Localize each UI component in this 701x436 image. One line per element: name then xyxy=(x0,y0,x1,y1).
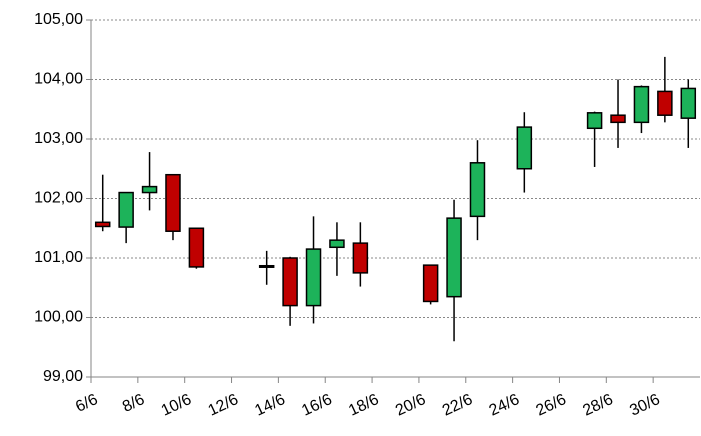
candle-body xyxy=(446,217,462,298)
candle-body xyxy=(516,126,533,170)
candle-body xyxy=(633,85,650,124)
candle-body xyxy=(258,264,275,268)
candle-body xyxy=(305,248,322,307)
candle-body xyxy=(118,191,134,228)
candle-body xyxy=(657,90,673,116)
x-tick-label: 24/6 xyxy=(487,391,523,420)
candle-body xyxy=(329,239,345,249)
x-tick-label: 12/6 xyxy=(206,391,242,420)
candle-body xyxy=(680,87,697,119)
candle-body xyxy=(352,242,369,274)
y-tick-label: 104,00 xyxy=(34,71,83,88)
y-tick-label: 100,00 xyxy=(34,309,83,326)
x-tick-label: 18/6 xyxy=(346,391,382,420)
x-tick-label: 30/6 xyxy=(627,391,663,420)
y-tick-label: 103,00 xyxy=(34,130,83,147)
y-tick-label: 99,00 xyxy=(43,368,83,385)
x-tick-label: 28/6 xyxy=(580,391,616,420)
x-tick-label: 16/6 xyxy=(299,391,335,420)
x-tick-label: 14/6 xyxy=(252,391,288,420)
candle-body xyxy=(586,112,603,130)
candle-body xyxy=(141,185,158,194)
x-tick-label: 6/6 xyxy=(73,391,100,416)
candle-body xyxy=(165,173,181,232)
x-tick-label: 22/6 xyxy=(440,391,476,420)
x-tick-label: 10/6 xyxy=(159,391,195,420)
y-tick-label: 101,00 xyxy=(34,249,83,266)
candle-body xyxy=(610,114,626,124)
x-tick-label: 26/6 xyxy=(534,391,570,420)
candle-body xyxy=(282,257,298,307)
candle-body xyxy=(422,264,439,303)
y-tick-label: 105,00 xyxy=(34,11,83,28)
y-tick-label: 102,00 xyxy=(34,190,83,207)
candle-body xyxy=(188,227,205,268)
candle-body xyxy=(469,162,486,218)
x-tick-label: 20/6 xyxy=(393,391,429,420)
x-tick-label: 8/6 xyxy=(120,391,147,416)
candle-body xyxy=(94,221,111,228)
